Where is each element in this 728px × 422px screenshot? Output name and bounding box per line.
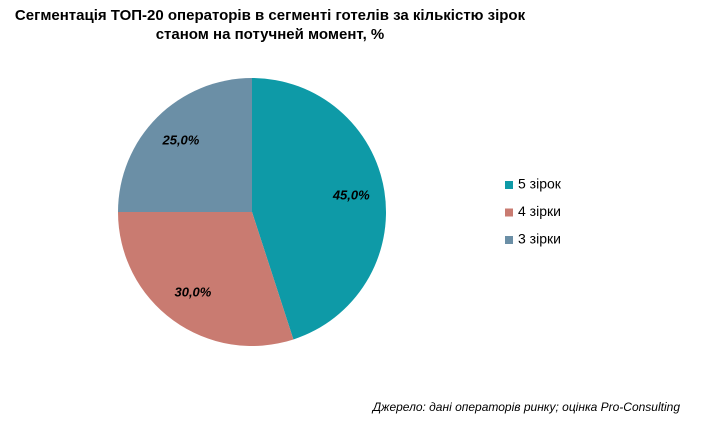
legend-swatch [505, 208, 513, 217]
pie-slice [118, 78, 252, 212]
data-label: 25,0% [161, 132, 199, 147]
pie-slice [252, 78, 386, 340]
source-note: Джерело: дані операторів ринку; оцінка P… [372, 400, 680, 414]
legend-label: 3 зірки [518, 231, 561, 247]
legend-label: 4 зірки [518, 203, 561, 219]
legend-label: 5 зірок [518, 176, 562, 192]
legend-swatch [505, 236, 513, 244]
chart-title: Сегментація ТОП-20 операторів в сегменті… [14, 7, 526, 43]
legend-swatch [505, 181, 513, 189]
pie-slice [118, 212, 294, 346]
data-label: 45,0% [332, 188, 370, 203]
data-label: 30,0% [174, 285, 211, 300]
